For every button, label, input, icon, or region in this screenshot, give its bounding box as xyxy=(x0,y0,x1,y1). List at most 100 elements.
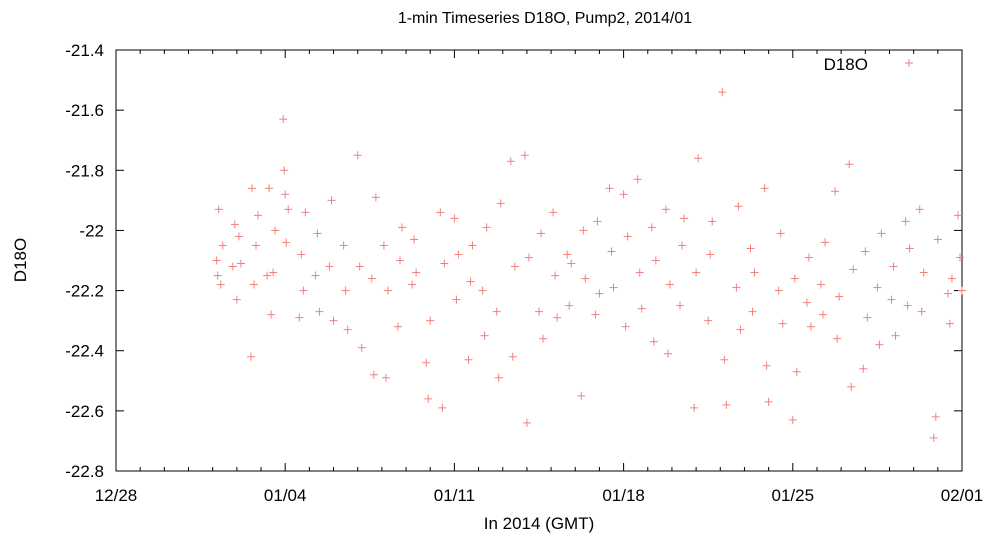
plot-frame xyxy=(115,49,963,472)
data-point xyxy=(553,313,562,322)
data-point xyxy=(802,298,811,307)
data-point xyxy=(440,259,449,268)
data-point xyxy=(605,184,614,193)
data-point xyxy=(661,205,670,214)
data-point xyxy=(734,202,743,211)
data-point xyxy=(398,223,407,232)
data-point xyxy=(833,334,842,343)
y-tick-label: -22 xyxy=(79,221,104,240)
data-point xyxy=(371,193,380,202)
data-point xyxy=(450,214,459,223)
data-point xyxy=(506,157,515,166)
data-point xyxy=(863,313,872,322)
data-point xyxy=(607,247,616,256)
data-point xyxy=(357,343,366,352)
data-point xyxy=(353,151,362,160)
data-point xyxy=(249,280,258,289)
data-point xyxy=(694,154,703,163)
data-point xyxy=(875,340,884,349)
data-point xyxy=(408,280,417,289)
data-point xyxy=(577,391,586,400)
data-point xyxy=(790,274,799,283)
data-point xyxy=(280,166,289,175)
data-point xyxy=(218,241,227,250)
data-point xyxy=(847,382,856,391)
data-point xyxy=(750,268,759,277)
data-point xyxy=(845,160,854,169)
x-tick-label: 02/01 xyxy=(941,486,984,505)
data-point xyxy=(369,370,378,379)
data-point xyxy=(877,229,886,238)
data-point xyxy=(510,262,519,271)
data-point xyxy=(263,271,272,280)
data-point xyxy=(647,223,656,232)
data-point xyxy=(762,361,771,370)
y-tick-label: -22.6 xyxy=(65,402,104,421)
x-axis-label: In 2014 (GMT) xyxy=(484,514,595,533)
data-point xyxy=(665,280,674,289)
data-point xyxy=(690,403,699,412)
data-point xyxy=(480,331,489,340)
data-point xyxy=(748,307,757,316)
data-point xyxy=(466,277,475,286)
data-point xyxy=(234,232,243,241)
data-point xyxy=(269,268,278,277)
data-point xyxy=(299,286,308,295)
data-point xyxy=(663,349,672,358)
data-point xyxy=(917,307,926,316)
data-point xyxy=(680,214,689,223)
data-point xyxy=(494,373,503,382)
y-axis-label: D18O xyxy=(11,238,30,282)
data-point xyxy=(718,88,727,97)
legend: D18O xyxy=(824,55,913,74)
data-point xyxy=(424,394,433,403)
data-point xyxy=(819,310,828,319)
data-point xyxy=(563,250,572,259)
data-point xyxy=(861,247,870,256)
data-point xyxy=(551,271,560,280)
data-point xyxy=(452,295,461,304)
legend-label-d18o: D18O xyxy=(824,55,868,74)
data-point xyxy=(379,241,388,250)
y-tick-label: -21.4 xyxy=(65,41,104,60)
data-point xyxy=(722,400,731,409)
data-point xyxy=(271,226,280,235)
x-axis: 12/28 01/04 01/11 01/18 01/25 02/01 xyxy=(95,50,984,505)
data-point xyxy=(327,196,336,205)
data-point xyxy=(859,364,868,373)
data-point xyxy=(464,355,473,364)
data-point xyxy=(887,295,896,304)
data-point xyxy=(325,262,334,271)
data-point xyxy=(849,265,858,274)
data-point xyxy=(905,244,914,253)
data-point xyxy=(216,280,225,289)
x-tick-label: 01/11 xyxy=(434,486,475,505)
data-point xyxy=(522,418,531,427)
data-point xyxy=(520,151,529,160)
data-point xyxy=(315,307,324,316)
data-point xyxy=(692,268,701,277)
data-point xyxy=(496,199,505,208)
data-point xyxy=(265,184,274,193)
legend-marker-d18o xyxy=(905,59,913,67)
data-point xyxy=(565,301,574,310)
data-point xyxy=(788,415,797,424)
x-tick-label: 01/04 xyxy=(264,486,307,505)
data-point xyxy=(947,274,956,283)
y-axis: -21.4 -21.6 -21.8 -22 -22.2 -22.4 -22.6 -22.8 xyxy=(65,41,962,481)
data-point xyxy=(343,325,352,334)
data-point xyxy=(232,295,241,304)
data-point xyxy=(329,316,338,325)
data-point xyxy=(567,259,576,268)
y-tick-label: -22.4 xyxy=(65,342,104,361)
data-point xyxy=(492,307,501,316)
data-point xyxy=(804,253,813,262)
y-tick-label: -21.6 xyxy=(65,101,104,120)
data-point xyxy=(246,352,255,361)
data-point xyxy=(955,253,964,262)
data-point xyxy=(778,319,787,328)
data-point xyxy=(732,283,741,292)
data-point xyxy=(889,262,898,271)
data-point xyxy=(953,211,962,220)
